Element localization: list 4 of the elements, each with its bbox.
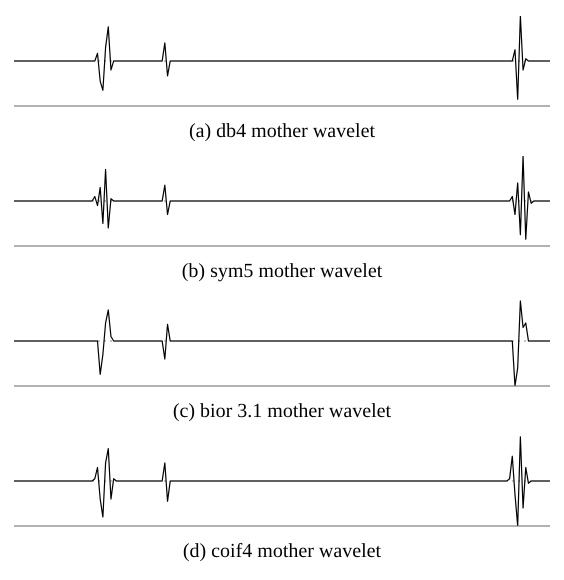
text: (c) bior 3.1 mother wavelet: [172, 400, 392, 423]
text: (b) sym5 mother wavelet: [180, 260, 384, 283]
text: (a) db4 mother wavelet: [188, 120, 376, 143]
text: (d) coif4 mother wavelet: [182, 540, 382, 563]
